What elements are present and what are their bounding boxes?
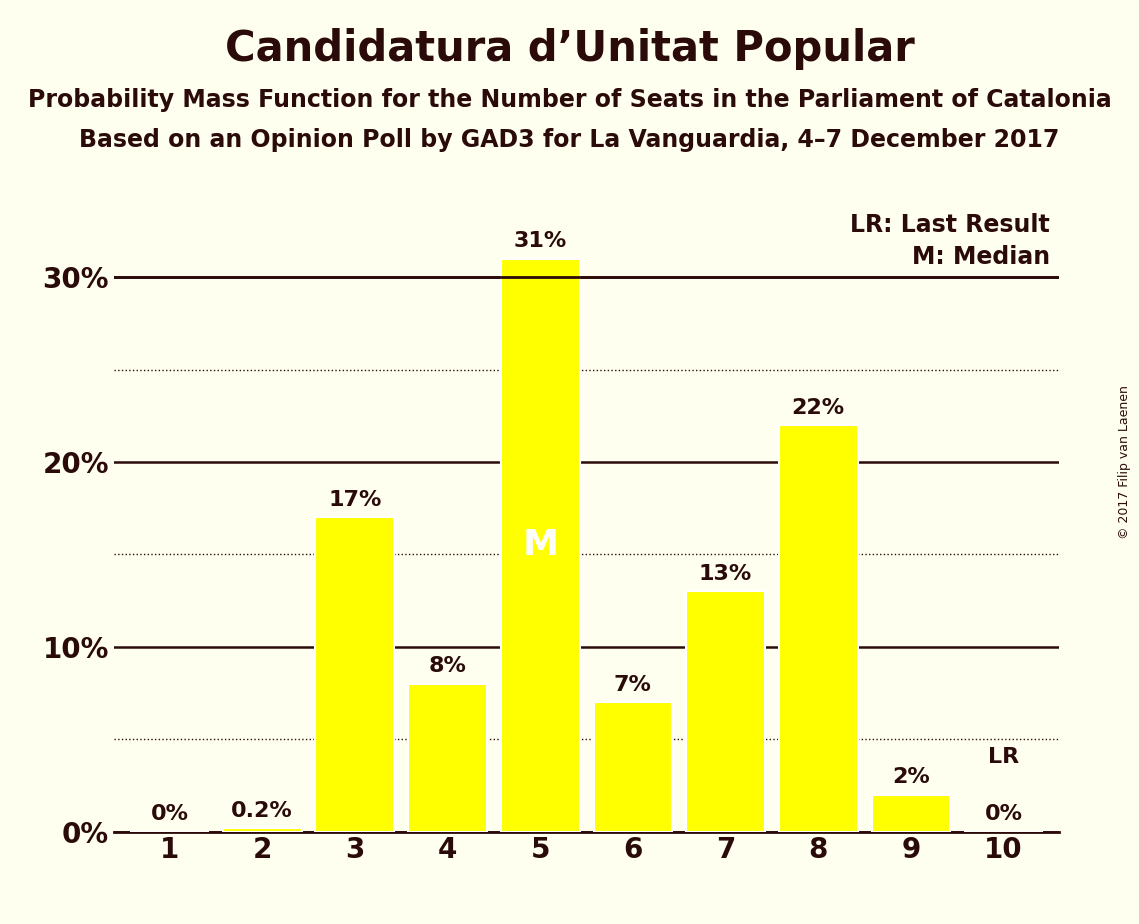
Text: 0%: 0%	[984, 804, 1023, 824]
Bar	[593, 702, 672, 832]
Bar	[779, 425, 858, 832]
Text: 0.2%: 0.2%	[231, 800, 293, 821]
Text: LR: LR	[989, 747, 1019, 767]
Text: © 2017 Filip van Laenen: © 2017 Filip van Laenen	[1118, 385, 1131, 539]
Text: Candidatura d’Unitat Popular: Candidatura d’Unitat Popular	[224, 28, 915, 69]
Bar	[871, 795, 950, 832]
Text: 2%: 2%	[892, 767, 929, 787]
Text: 22%: 22%	[792, 397, 845, 418]
Text: M: M	[523, 529, 558, 562]
Text: 7%: 7%	[614, 675, 652, 695]
Text: 31%: 31%	[514, 231, 567, 251]
Bar	[316, 517, 394, 832]
Text: Based on an Opinion Poll by GAD3 for La Vanguardia, 4–7 December 2017: Based on an Opinion Poll by GAD3 for La …	[80, 128, 1059, 152]
Text: LR: Last Result: LR: Last Result	[850, 213, 1050, 237]
Text: M: Median: M: Median	[911, 245, 1050, 269]
Bar	[408, 684, 487, 832]
Bar	[686, 591, 765, 832]
Text: 0%: 0%	[150, 804, 189, 824]
Bar	[501, 259, 580, 832]
Text: 13%: 13%	[699, 564, 752, 584]
Text: Probability Mass Function for the Number of Seats in the Parliament of Catalonia: Probability Mass Function for the Number…	[27, 88, 1112, 112]
Text: 8%: 8%	[428, 656, 467, 676]
Bar	[223, 828, 302, 832]
Text: 17%: 17%	[328, 490, 382, 510]
